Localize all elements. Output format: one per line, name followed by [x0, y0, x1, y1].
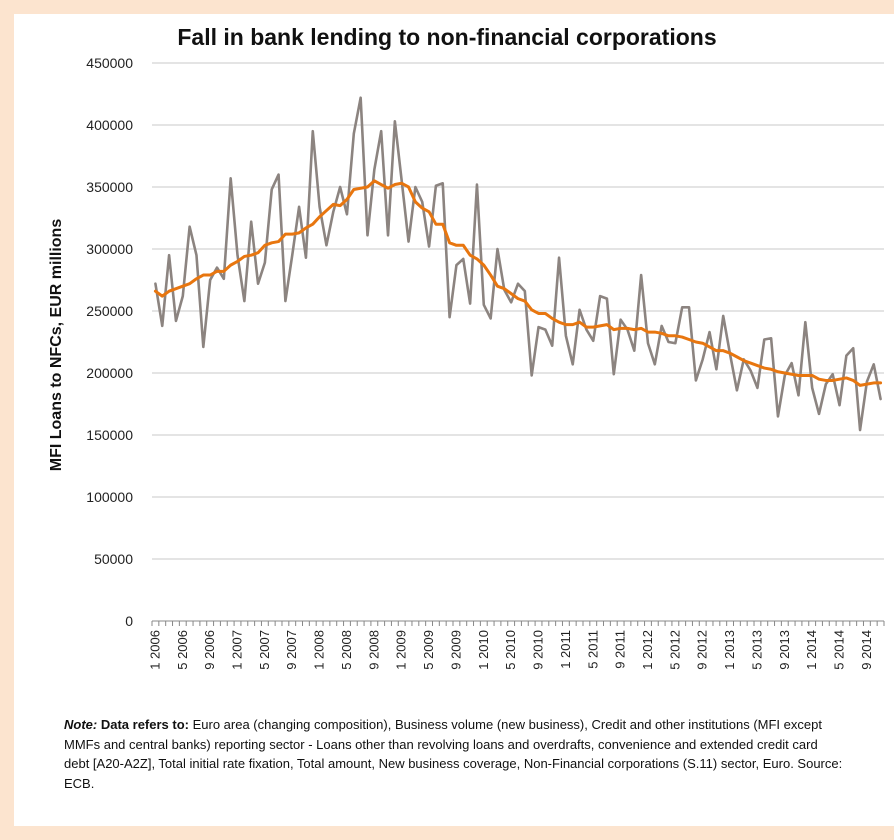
y-tick-label: 400000 [86, 117, 133, 133]
y-tick-label: 200000 [86, 365, 133, 381]
x-tick-label: 5 2006 [175, 630, 190, 670]
series-line-monthly [154, 96, 882, 432]
x-tick-label: 9 2010 [531, 630, 546, 670]
y-tick-label: 450000 [86, 55, 133, 71]
x-tick-label: 1 2009 [394, 630, 409, 670]
footnote: Note: Data refers to: Euro area (changin… [64, 715, 844, 793]
x-tick-label: 5 2011 [585, 630, 600, 669]
x-tick-label: 5 2013 [749, 630, 764, 670]
series-line-trend [153, 179, 883, 387]
x-tick-label: 5 2012 [667, 630, 682, 670]
y-tick-label: 100000 [86, 489, 133, 505]
y-tick-label: 250000 [86, 303, 133, 319]
note-label: Note: [64, 717, 98, 732]
x-tick-label: 9 2012 [695, 630, 710, 670]
x-tick-label: 1 2011 [558, 630, 573, 669]
chart-title: Fall in bank lending to non-financial co… [177, 24, 717, 50]
note-lead: Data refers to: [100, 717, 189, 732]
y-tick-label: 50000 [94, 551, 133, 567]
y-tick-label: 300000 [86, 241, 133, 257]
x-tick-label: 9 2013 [777, 630, 792, 670]
note-text: Euro area (changing composition), Busine… [64, 717, 843, 791]
x-tick-label: 1 2012 [640, 630, 655, 670]
series-lines [153, 96, 883, 432]
y-tick-label: 0 [125, 613, 133, 629]
y-tick-labels: 0 50000 100000 150000 200000 250000 300000 3500… [86, 55, 133, 629]
x-tick-label: 9 2011 [613, 630, 628, 669]
x-tick-label: 1 2010 [476, 630, 491, 670]
chart-svg: 0 50000 100000 150000 200000 250000 300000 3500… [86, 55, 885, 670]
y-tick-label: 350000 [86, 179, 133, 195]
x-tick-label: 5 2014 [832, 630, 847, 670]
x-tick-label: 1 2006 [147, 630, 162, 670]
x-tick-label: 9 2009 [448, 630, 463, 670]
axes [151, 620, 885, 626]
x-tick-label: 9 2008 [366, 630, 381, 670]
x-tick-label: 1 2008 [312, 630, 327, 670]
x-tick-label: 1 2007 [230, 630, 245, 670]
x-tick-label: 9 2007 [284, 630, 299, 670]
x-tick-label: 5 2009 [421, 630, 436, 670]
y-tick-label: 150000 [86, 427, 133, 443]
x-tick-label: 9 2014 [859, 630, 874, 670]
chart-card [14, 14, 894, 826]
x-tick-label: 5 2008 [339, 630, 354, 670]
x-tick-labels: 1 2006 5 2006 9 2006 1 2007 5 2007 9 2007 1 20… [147, 630, 873, 670]
x-tick-label: 9 2006 [202, 630, 217, 670]
grid-lines [152, 62, 884, 560]
x-tick-label: 1 2013 [722, 630, 737, 670]
x-tick-label: 1 2014 [804, 630, 819, 670]
x-tick-label: 5 2007 [257, 630, 272, 670]
x-tick-label: 5 2010 [503, 630, 518, 670]
